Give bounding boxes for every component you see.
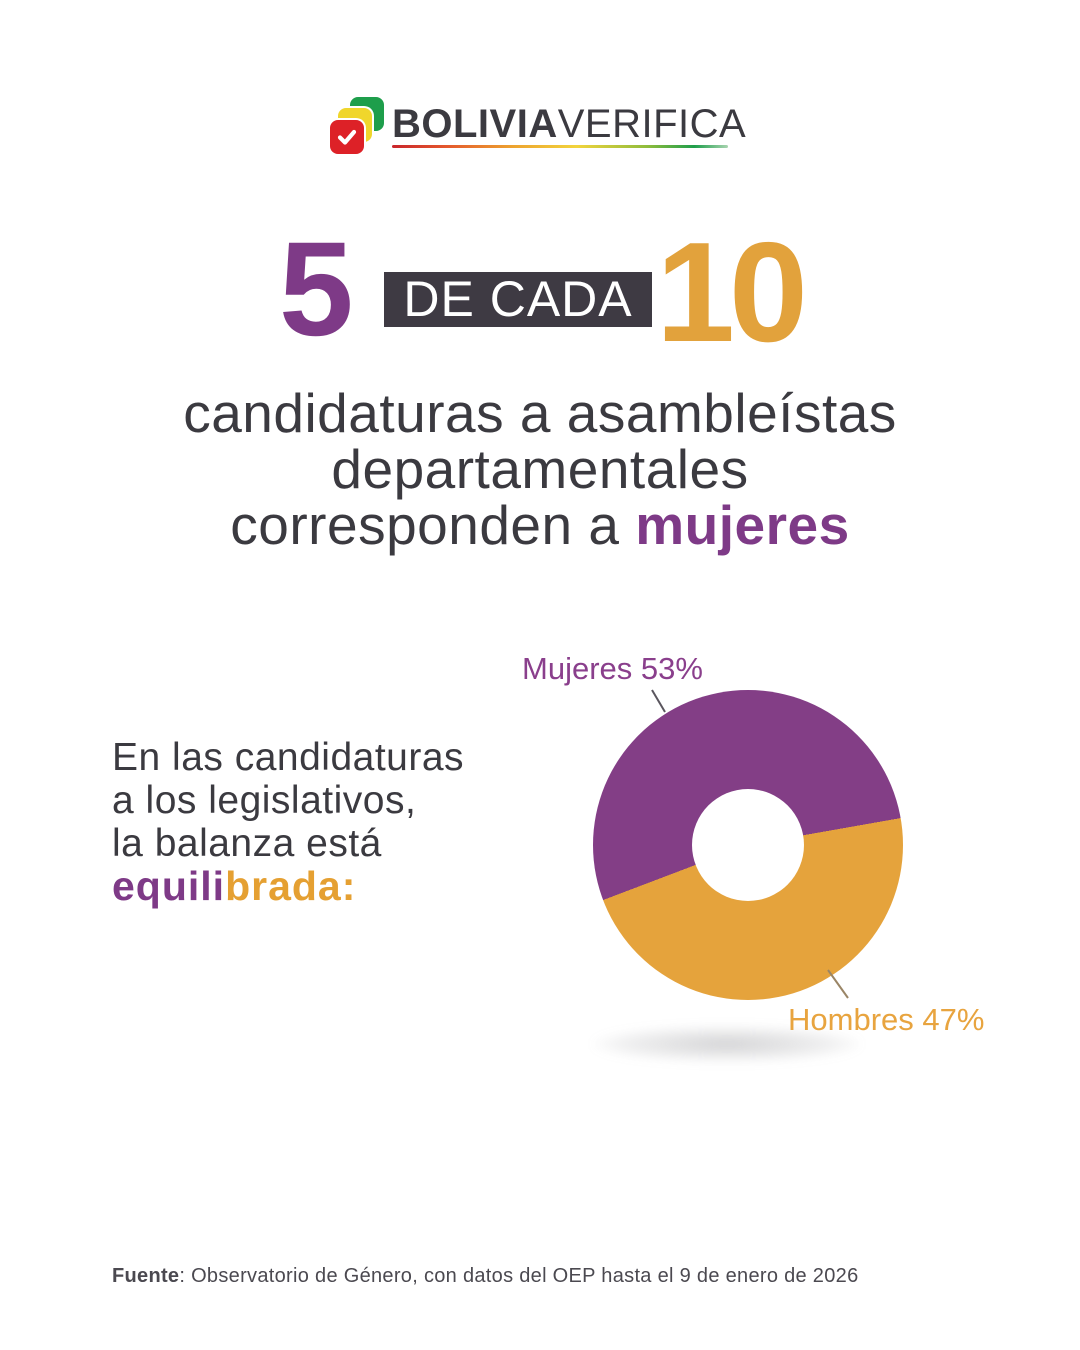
side-text-line-4: equilibrada: — [112, 865, 464, 909]
headline-number-5: 5 — [279, 215, 354, 364]
logo-gradient-rule — [392, 145, 728, 148]
side-text-line-3: la balanza está — [112, 822, 382, 865]
headline-de-cada-badge: DE CADA — [384, 272, 652, 327]
source-footer: Fuente: Observatorio de Género, con dato… — [112, 1263, 859, 1289]
statement-highlight-mujeres: mujeres — [635, 494, 850, 556]
statement-line-2: departamentales — [331, 438, 749, 500]
logo-red-square-icon — [330, 120, 364, 154]
side-text-line-2: a los legislativos, — [112, 779, 417, 822]
donut-hole — [692, 789, 804, 901]
check-icon — [337, 129, 357, 145]
logo-wordmark: BOLIVIAVERIFICA — [392, 104, 746, 144]
hombres-callout-label: Hombres 47% — [788, 1002, 985, 1037]
logo-brand-light: VERIFICA — [557, 102, 747, 146]
side-text-highlight-equili: equili — [112, 863, 226, 909]
mujeres-callout-label: Mujeres 53% — [522, 651, 703, 686]
side-text-line-1: En las candidaturas — [112, 736, 465, 779]
hombres-leader-line — [827, 969, 849, 999]
statement-line-3: corresponden a mujeres — [0, 497, 1080, 553]
footer-source-text: : Observatorio de Género, con datos del … — [179, 1265, 859, 1287]
logo-brand-bold: BOLIVIA — [392, 102, 558, 146]
callout-leader-lines — [651, 689, 849, 999]
donut-shadow — [593, 1026, 861, 1062]
footer-source-label: Fuente — [112, 1265, 180, 1287]
statement-line-3-prefix: corresponden a — [230, 494, 636, 556]
side-text-block: En las candidaturas a los legislativos, … — [112, 736, 464, 909]
headline-number-10: 10 — [656, 213, 808, 372]
donut-chart — [593, 690, 903, 1000]
mujeres-leader-line — [651, 689, 666, 713]
side-text-highlight-brada: brada: — [225, 863, 357, 909]
statement-paragraph: candidaturas a asambleístas departamenta… — [0, 385, 1080, 553]
statement-line-1: candidaturas a asambleístas — [183, 382, 897, 444]
boliviaverifica-logo-icon — [330, 97, 386, 155]
